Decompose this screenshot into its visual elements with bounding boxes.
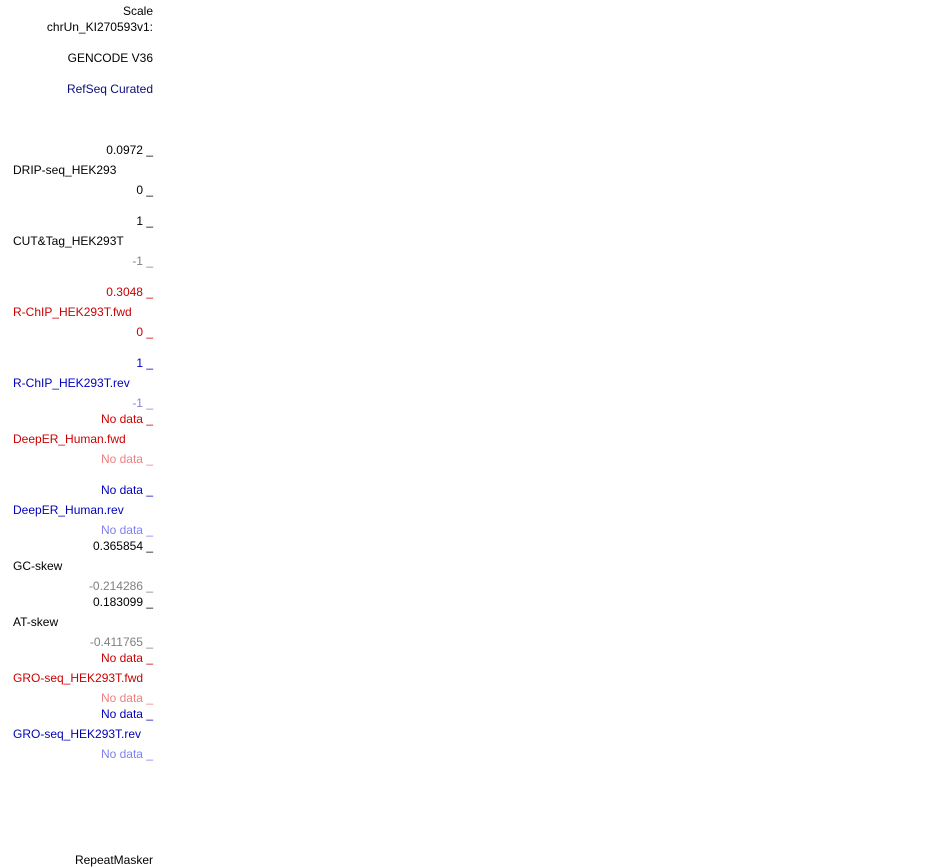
track-label-deeper-fwd[interactable]: DeepER_Human.fwd xyxy=(13,432,126,446)
rchip-fwd-max-value: 0.3048 _ xyxy=(106,285,153,299)
rchip-rev-min-value: -1 _ xyxy=(132,396,153,410)
gc-skew-max-value: 0.365854 _ xyxy=(92,539,153,553)
track-label-at-skew[interactable]: AT-skew xyxy=(13,615,59,629)
track-label-drip-seq[interactable]: DRIP-seq_HEK293 xyxy=(13,163,117,177)
track-label-gro-rev[interactable]: GRO-seq_HEK293T.rev xyxy=(13,727,142,741)
drip-min-value: 0 _ xyxy=(136,183,153,197)
at-skew-max-value: 0.183099 _ xyxy=(92,595,153,609)
deeper-fwd-min-value: No data _ xyxy=(100,452,153,466)
track-label-gro-fwd[interactable]: GRO-seq_HEK293T.fwd xyxy=(13,671,144,685)
drip-max-value: 0.0972 _ xyxy=(106,143,153,157)
track-label-gencode[interactable]: GENCODE V36 xyxy=(67,51,153,65)
track-label-repeatmasker[interactable]: RepeatMasker xyxy=(74,853,153,867)
scale-label[interactable]: Scale xyxy=(122,4,153,18)
rchip-fwd-min-value: 0 _ xyxy=(136,325,153,339)
rchip-rev-max-value: 1 _ xyxy=(136,356,153,370)
gro-rev-min-value: No data _ xyxy=(100,747,153,761)
chrom-label[interactable]: chrUn_KI270593v1: xyxy=(46,20,153,34)
deeper-fwd-max-value: No data _ xyxy=(100,412,153,426)
track-label-gc-skew[interactable]: GC-skew xyxy=(13,559,63,573)
deeper-rev-min-value: No data _ xyxy=(100,523,153,537)
track-label-deeper-rev[interactable]: DeepER_Human.rev xyxy=(13,503,124,517)
track-label-refseq[interactable]: RefSeq Curated xyxy=(66,82,153,96)
deeper-rev-max-value: No data _ xyxy=(100,483,153,497)
cuttag-max-value: 1 _ xyxy=(136,214,153,228)
at-skew-min-value: -0.411765 _ xyxy=(89,635,153,649)
gc-skew-min-value: -0.214286 _ xyxy=(88,579,153,593)
track-label-cuttag[interactable]: CUT&Tag_HEK293T xyxy=(13,234,124,248)
cuttag-min-value: -1 _ xyxy=(132,254,153,268)
gro-fwd-min-value: No data _ xyxy=(100,691,153,705)
gro-rev-max-value: No data _ xyxy=(100,707,153,721)
track-label-rchip-fwd[interactable]: R-ChIP_HEK293T.fwd xyxy=(13,305,132,319)
track-label-rchip-rev[interactable]: R-ChIP_HEK293T.rev xyxy=(13,376,130,390)
gro-fwd-max-value: No data _ xyxy=(100,651,153,665)
